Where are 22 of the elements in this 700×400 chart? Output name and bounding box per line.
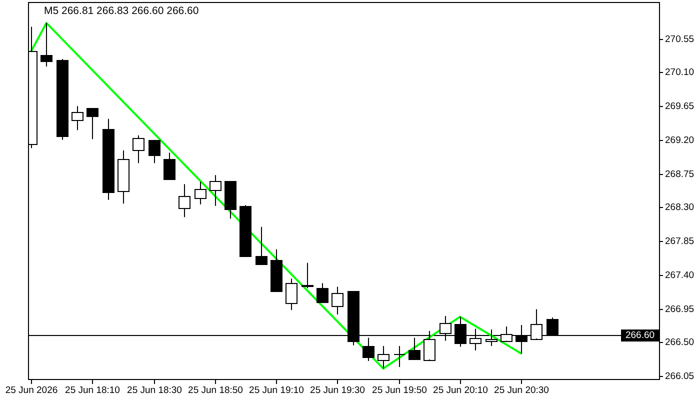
chart-title: M5 266.81 266.83 266.60 266.60 bbox=[44, 5, 199, 17]
x-tick-label: 25 Jun 18:30 bbox=[127, 385, 182, 396]
y-tick-label: 267.40 bbox=[665, 270, 694, 281]
x-tick-label: 25 Jun 19:30 bbox=[310, 385, 365, 396]
y-tick-label: 269.20 bbox=[665, 135, 694, 146]
y-tick-label: 266.50 bbox=[665, 337, 694, 348]
y-tick-label: 267.85 bbox=[665, 236, 694, 247]
x-tick-label: 25 Jun 20:10 bbox=[433, 385, 488, 396]
ref-line-label: 266.60 bbox=[625, 330, 655, 341]
y-tick-label: 268.30 bbox=[665, 202, 694, 213]
x-tick-label: 25 Jun 2026 bbox=[5, 385, 58, 396]
y-tick-label: 266.05 bbox=[665, 371, 694, 382]
x-tick-label: 25 Jun 18:50 bbox=[188, 385, 243, 396]
y-tick-label: 266.95 bbox=[665, 304, 694, 315]
y-tick-label: 270.10 bbox=[665, 67, 694, 78]
x-tick-label: 25 Jun 20:30 bbox=[494, 385, 549, 396]
x-tick-label: 25 Jun 18:10 bbox=[65, 385, 120, 396]
x-tick-label: 25 Jun 19:50 bbox=[372, 385, 427, 396]
y-tick-label: 270.55 bbox=[665, 34, 694, 45]
y-tick-label: 268.75 bbox=[665, 169, 694, 180]
x-tick-label: 25 Jun 19:10 bbox=[249, 385, 304, 396]
y-tick-label: 269.65 bbox=[665, 101, 694, 112]
